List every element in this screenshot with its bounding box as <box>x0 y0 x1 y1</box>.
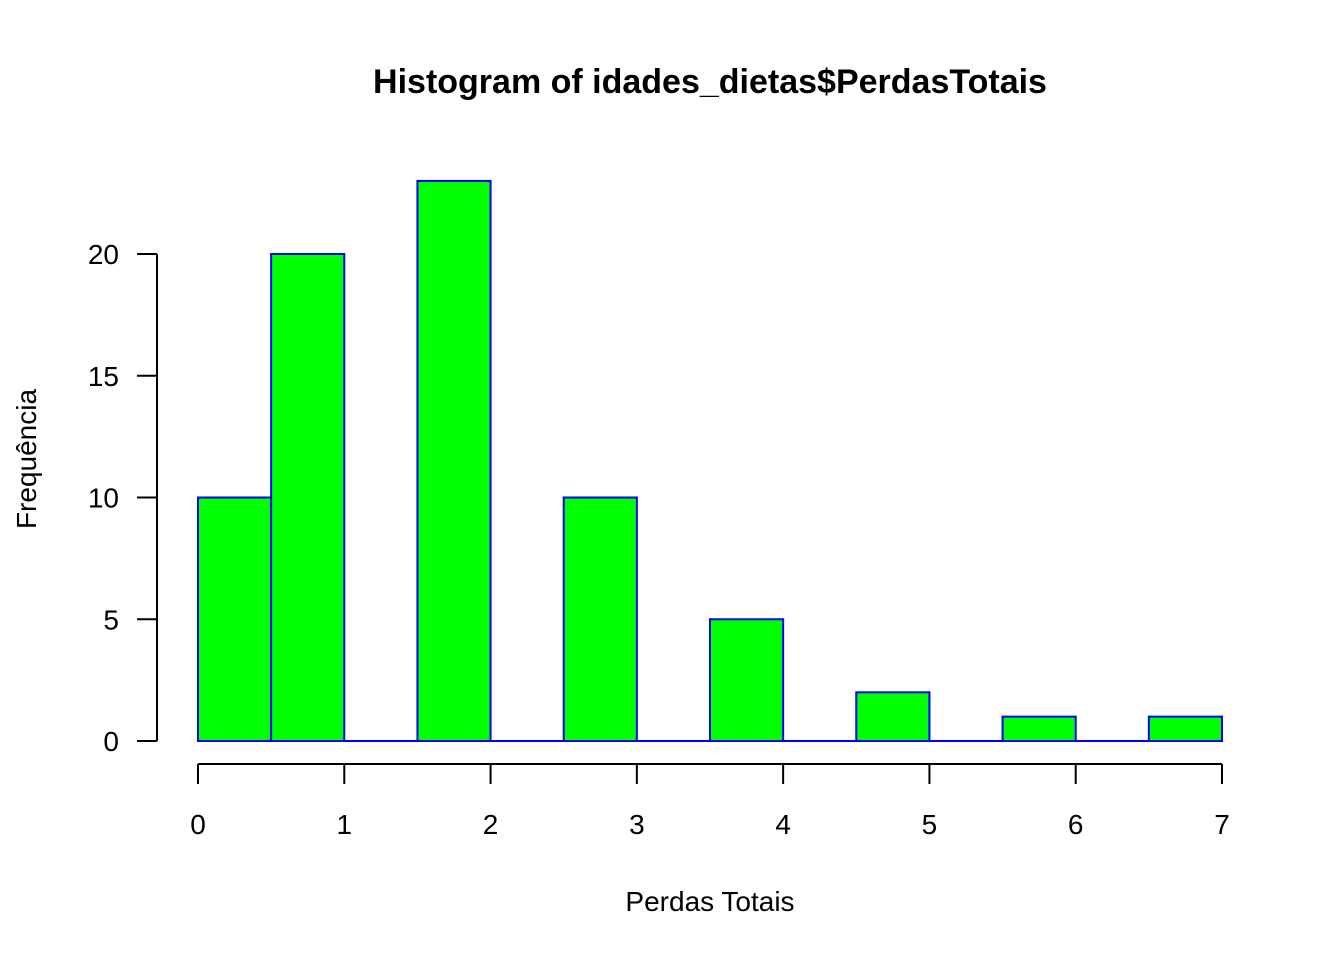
x-tick-label: 0 <box>190 809 206 840</box>
histogram-bar <box>855 691 931 742</box>
x-axis-label: Perdas Totais <box>625 886 794 917</box>
x-tick-label: 3 <box>629 809 645 840</box>
y-axis: 0 5 10 15 20 <box>88 239 158 757</box>
histogram-bar <box>270 253 346 742</box>
chart-title: Histogram of idades_dietas$PerdasTotais <box>373 63 1047 101</box>
x-tick-label: 5 <box>922 809 938 840</box>
histogram-bar <box>709 618 785 742</box>
histogram-bar <box>1147 715 1224 743</box>
histogram-bars <box>197 179 1224 743</box>
y-tick-label: 0 <box>103 726 119 757</box>
x-tick-label: 4 <box>775 809 791 840</box>
y-tick-label: 15 <box>88 361 119 392</box>
y-tick-label: 5 <box>103 604 119 635</box>
y-axis-label: Frequência <box>11 389 42 530</box>
x-axis: 0 1 2 3 4 5 6 7 <box>190 763 1230 840</box>
y-tick-label: 20 <box>88 239 119 270</box>
x-tick-label: 2 <box>483 809 499 840</box>
y-tick-label: 10 <box>88 483 119 514</box>
histogram-bar <box>416 179 492 742</box>
x-tick-label: 7 <box>1214 809 1230 840</box>
histogram-bar <box>197 496 273 742</box>
x-tick-label: 1 <box>336 809 352 840</box>
histogram-bar <box>1001 715 1077 743</box>
x-tick-label: 6 <box>1068 809 1084 840</box>
histogram-bar <box>562 496 638 742</box>
